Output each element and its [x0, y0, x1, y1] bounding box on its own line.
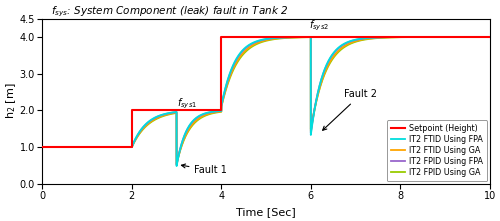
Text: Fault 1: Fault 1	[182, 164, 228, 175]
Text: $f_{sys1}$: $f_{sys1}$	[176, 97, 197, 111]
Text: $f_{sys}$: System Component (leak) fault in Tank 2: $f_{sys}$: System Component (leak) fault…	[52, 4, 288, 19]
X-axis label: Time [Sec]: Time [Sec]	[236, 207, 296, 217]
Y-axis label: h$_2$ [m]: h$_2$ [m]	[4, 83, 18, 119]
Text: $f_{sys2}$: $f_{sys2}$	[310, 18, 330, 32]
Legend: Setpoint (Height), IT2 FTID Using FPA, IT2 FTID Using GA, IT2 FPID Using FPA, IT: Setpoint (Height), IT2 FTID Using FPA, I…	[386, 120, 488, 181]
Text: Fault 2: Fault 2	[322, 90, 378, 130]
